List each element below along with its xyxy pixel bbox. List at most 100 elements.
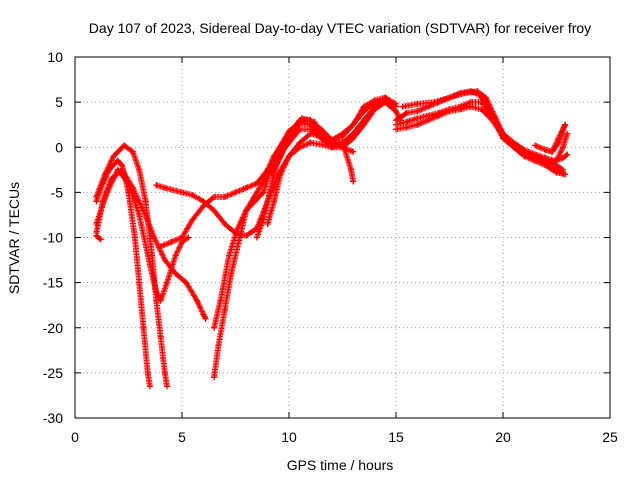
- data-point: [221, 193, 228, 200]
- series-arc9: [211, 94, 399, 331]
- data-series: [93, 88, 571, 390]
- data-point: [168, 239, 175, 246]
- data-point: [562, 121, 569, 128]
- data-point: [202, 315, 209, 322]
- data-point: [303, 117, 310, 124]
- data-point: [101, 171, 108, 178]
- data-point: [253, 180, 260, 187]
- data-point: [360, 117, 367, 124]
- data-point: [217, 297, 224, 304]
- series-arc2: [93, 142, 171, 390]
- data-point: [286, 153, 292, 160]
- data-point: [253, 189, 260, 196]
- data-point: [157, 243, 164, 250]
- data-point: [140, 324, 147, 331]
- y-tick-label: 5: [55, 94, 63, 110]
- series-arc5: [93, 232, 104, 243]
- y-axis-label: SDTVAR / TECUs: [6, 182, 22, 294]
- data-point: [403, 109, 410, 116]
- y-tick-label: -10: [43, 230, 63, 246]
- data-point: [307, 139, 314, 146]
- data-point: [294, 121, 301, 128]
- data-point: [307, 130, 314, 137]
- series-markers: [393, 103, 569, 178]
- data-point: [179, 189, 185, 196]
- data-point: [478, 99, 485, 106]
- x-tick-label: 0: [71, 429, 79, 445]
- data-point: [234, 225, 241, 232]
- data-point: [185, 234, 192, 241]
- data-point: [114, 157, 121, 164]
- data-point: [164, 279, 171, 286]
- data-point: [260, 189, 267, 196]
- data-point: [232, 189, 239, 196]
- data-point: [121, 142, 128, 149]
- data-point: [371, 103, 378, 110]
- series-markers: [93, 232, 104, 243]
- x-tick-label: 15: [388, 429, 404, 445]
- data-point: [189, 192, 196, 199]
- data-point: [286, 135, 292, 142]
- data-point: [350, 178, 357, 185]
- data-point: [153, 288, 160, 295]
- data-point: [277, 153, 284, 160]
- series-arc16: [399, 88, 571, 164]
- data-point: [559, 155, 566, 162]
- data-point: [414, 100, 421, 107]
- data-point: [264, 220, 271, 227]
- data-point: [547, 160, 554, 167]
- data-point: [268, 171, 275, 178]
- data-point: [251, 198, 258, 205]
- data-point: [350, 148, 357, 155]
- data-point: [161, 257, 168, 264]
- data-point: [532, 142, 539, 149]
- data-point: [328, 139, 335, 146]
- data-point: [435, 112, 442, 119]
- data-point: [457, 106, 464, 113]
- data-point: [161, 369, 168, 376]
- data-point: [108, 175, 115, 182]
- y-tick-label: 0: [55, 139, 63, 155]
- chart-title: Day 107 of 2023, Sidereal Day-to-day VTE…: [89, 20, 591, 36]
- data-point: [183, 279, 190, 286]
- data-point: [161, 184, 168, 191]
- series-arc19: [549, 121, 569, 155]
- axis-ticks: [74, 56, 611, 419]
- data-point: [140, 207, 147, 214]
- data-point: [157, 297, 164, 304]
- data-point: [425, 117, 432, 124]
- data-point: [559, 144, 566, 151]
- data-point: [500, 130, 506, 137]
- data-point: [296, 139, 303, 146]
- data-point: [142, 198, 149, 205]
- series-arc12: [268, 117, 318, 178]
- data-point: [399, 103, 406, 110]
- data-point: [549, 148, 556, 155]
- data-point: [93, 232, 100, 239]
- series-markers: [399, 88, 571, 164]
- data-point: [431, 99, 438, 106]
- data-point: [414, 121, 421, 128]
- data-point: [211, 324, 218, 331]
- data-point: [271, 198, 278, 205]
- data-point: [99, 198, 106, 205]
- data-point: [339, 144, 346, 151]
- data-point: [446, 108, 453, 115]
- data-point: [393, 126, 399, 133]
- data-point: [403, 124, 410, 131]
- data-point: [243, 207, 250, 214]
- data-point: [532, 151, 539, 158]
- data-point: [414, 115, 421, 122]
- data-point: [110, 153, 117, 160]
- data-point: [446, 94, 453, 101]
- data-point: [521, 146, 528, 153]
- data-point: [564, 151, 571, 158]
- tick-labels: 0 5 10 15 20 25 -30 -25 -20 -15 -10 -5 0 5 10: [43, 49, 618, 445]
- data-point: [129, 148, 136, 155]
- x-tick-label: 10: [281, 429, 297, 445]
- data-point: [350, 130, 357, 137]
- series-arc11: [264, 130, 357, 227]
- data-point: [200, 202, 207, 209]
- data-point: [260, 216, 267, 223]
- data-point: [129, 184, 136, 191]
